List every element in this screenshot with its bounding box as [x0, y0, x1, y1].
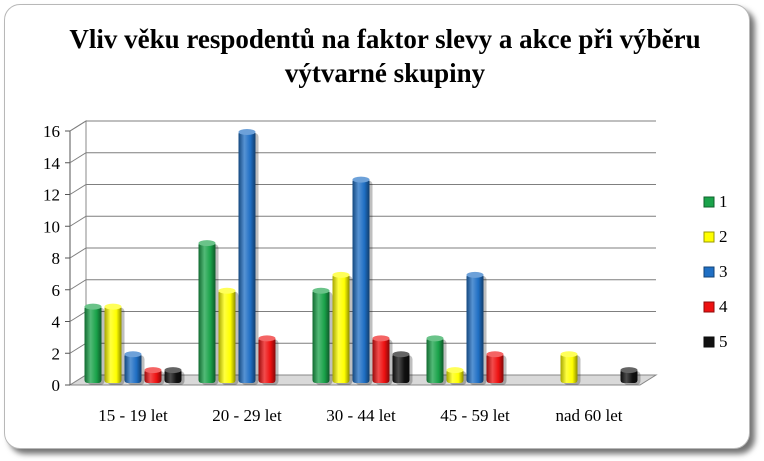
legend-item: 5 — [703, 332, 728, 351]
legend-label: 3 — [719, 262, 728, 281]
bar-body — [486, 353, 504, 383]
bar-cap — [446, 367, 464, 374]
legend-item: 4 — [703, 297, 728, 316]
bar — [258, 335, 279, 385]
bar — [312, 287, 333, 385]
bar-cap — [466, 271, 484, 278]
bar-cap — [84, 303, 102, 310]
bar-body — [426, 337, 444, 383]
y-tick-label: 2 — [52, 344, 61, 363]
x-category-label: nad 60 let — [555, 406, 622, 425]
x-category-label: 45 - 59 let — [440, 406, 510, 425]
bar — [466, 271, 487, 385]
bar — [486, 351, 507, 385]
bar — [198, 240, 219, 385]
y-tick-label: 10 — [43, 217, 60, 236]
bar — [144, 367, 165, 385]
gridline — [69, 215, 656, 227]
y-tick-label: 14 — [43, 154, 61, 173]
bar-body — [392, 353, 410, 383]
bar — [238, 129, 259, 385]
bar-cap — [258, 335, 276, 342]
bar-body — [238, 131, 256, 383]
bar — [124, 351, 145, 385]
bar-body — [218, 289, 236, 383]
bar-cap — [238, 129, 256, 135]
bar-cap — [332, 271, 350, 278]
bar-body — [332, 273, 350, 383]
legend-label: 4 — [719, 297, 728, 316]
bar-cap — [218, 287, 236, 294]
bar-body — [104, 305, 122, 383]
legend-label: 2 — [719, 227, 728, 246]
bar-cap — [164, 367, 182, 374]
x-category-label: 15 - 19 let — [98, 406, 168, 425]
bar-cap — [486, 351, 504, 358]
legend-swatch — [703, 266, 715, 278]
bar-body — [312, 289, 330, 383]
bar-body — [258, 337, 276, 383]
legend-item: 3 — [703, 262, 728, 281]
y-tick-label: 6 — [52, 281, 61, 300]
x-category-label: 20 - 29 let — [212, 406, 282, 425]
bar — [560, 351, 581, 385]
bar — [84, 303, 105, 385]
bar — [332, 271, 353, 385]
legend-swatch — [703, 196, 715, 208]
bar-cap — [312, 287, 330, 294]
gridline — [69, 279, 656, 291]
y-tick-label: 0 — [52, 376, 61, 395]
bar — [446, 367, 467, 385]
bar-cap — [620, 367, 638, 374]
bar-cap — [104, 303, 122, 310]
bar-body — [560, 353, 578, 383]
bar — [372, 335, 393, 385]
y-tick-label: 4 — [52, 313, 61, 332]
bar-body — [84, 305, 102, 383]
y-tick-label: 12 — [43, 186, 60, 205]
bar — [620, 367, 641, 385]
legend-swatch — [703, 336, 715, 348]
gridline — [69, 184, 656, 195]
bar — [392, 351, 413, 385]
y-tick-label: 16 — [43, 122, 60, 141]
bar-cap — [372, 335, 390, 342]
y-tick-label: 8 — [52, 249, 61, 268]
legend-label: 1 — [719, 192, 728, 211]
bar — [426, 335, 447, 385]
bar — [218, 287, 239, 385]
bar-cap — [198, 240, 216, 247]
bar-body — [466, 273, 484, 383]
bar-cap — [426, 335, 444, 342]
legend-swatch — [703, 231, 715, 243]
bar-body — [372, 337, 390, 383]
x-category-label: 30 - 44 let — [326, 406, 396, 425]
bar-cap — [144, 367, 162, 374]
legend-item: 2 — [703, 227, 728, 246]
bar-body — [352, 178, 370, 383]
legend-item: 1 — [703, 192, 728, 211]
bar-cap — [124, 351, 142, 358]
bar-body — [124, 353, 142, 383]
bar-body — [198, 242, 216, 383]
bar — [104, 303, 125, 385]
bar — [352, 176, 373, 385]
legend-swatch — [703, 301, 715, 313]
bar — [164, 367, 185, 385]
gridline — [69, 247, 656, 259]
chart-title: Vliv věku respodentů na faktor slevy a a… — [69, 24, 701, 88]
legend-label: 5 — [719, 332, 728, 351]
gridline — [69, 120, 656, 132]
bar-cap — [352, 176, 370, 183]
bar-cap — [560, 351, 578, 358]
bar-cap — [392, 351, 410, 358]
gridline — [69, 152, 656, 164]
